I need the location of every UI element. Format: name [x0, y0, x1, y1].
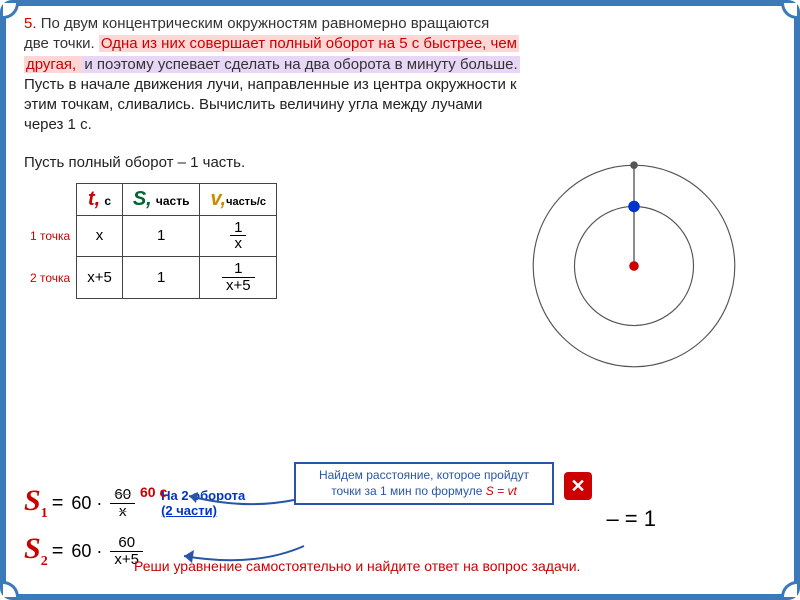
cell-r1-s: 1 — [122, 215, 200, 257]
row1-label: 1 точка — [24, 215, 77, 257]
problem-statement: 5. По двум концентрическим окружностям р… — [24, 14, 776, 136]
answer-instruction: Реши уравнение самостоятельно и найдите … — [134, 558, 580, 574]
cell-r1-v: 1x — [200, 215, 277, 257]
highlight-2: и поэтому успевает сделать на два оборот… — [82, 56, 519, 73]
s1-label: S1 — [24, 484, 48, 522]
highlight-1b: другая, — [24, 56, 82, 73]
equation-area: Найдем расстояние, которое пройдут точки… — [24, 490, 776, 574]
text: через 1 с. — [24, 116, 92, 133]
equals: = — [52, 492, 64, 515]
frac-60-x: 60x — [110, 487, 135, 520]
arrow-icon — [174, 490, 304, 540]
cell-r2-t: x+5 — [77, 257, 123, 299]
highlight-1: Одна из них совершает полный оборот на 5… — [99, 35, 519, 52]
variable-table: t, с S, часть v,часть/с 1 точка x 1 1x 2… — [24, 183, 277, 300]
problem-number: 5. — [24, 15, 37, 32]
cell-r2-s: 1 — [122, 257, 200, 299]
note-line2: точки за 1 мин по формуле S = vt — [304, 484, 544, 500]
header-t: t, с — [77, 183, 123, 215]
cell-r1-t: x — [77, 215, 123, 257]
text: две точки. — [24, 35, 99, 52]
empty-cell — [24, 183, 77, 215]
concentric-circles-diagram — [494, 146, 774, 386]
text: Пусть в начале движения лучи, направленн… — [24, 76, 517, 93]
equals2: = — [52, 540, 64, 563]
text: По двум концентрическим окружностям равн… — [41, 15, 490, 32]
sixty2: 60 · — [71, 541, 102, 562]
row2-label: 2 точка — [24, 257, 77, 299]
cell-r2-v: 1x+5 — [200, 257, 277, 299]
sixty: 60 · — [71, 493, 102, 514]
text: этим точкам, сливались. Вычислить величи… — [24, 96, 482, 113]
header-s: S, часть — [122, 183, 200, 215]
close-x-button[interactable]: ✕ — [564, 472, 592, 500]
header-v: v,часть/с — [200, 183, 277, 215]
note-line1: Найдем расстояние, которое пройдут — [304, 468, 544, 484]
note-box: Найдем расстояние, которое пройдут точки… — [294, 462, 554, 505]
result-eq: – = 1 — [606, 506, 656, 532]
s2-label: S2 — [24, 532, 48, 570]
overlay-60c: 60 с — [140, 484, 167, 500]
